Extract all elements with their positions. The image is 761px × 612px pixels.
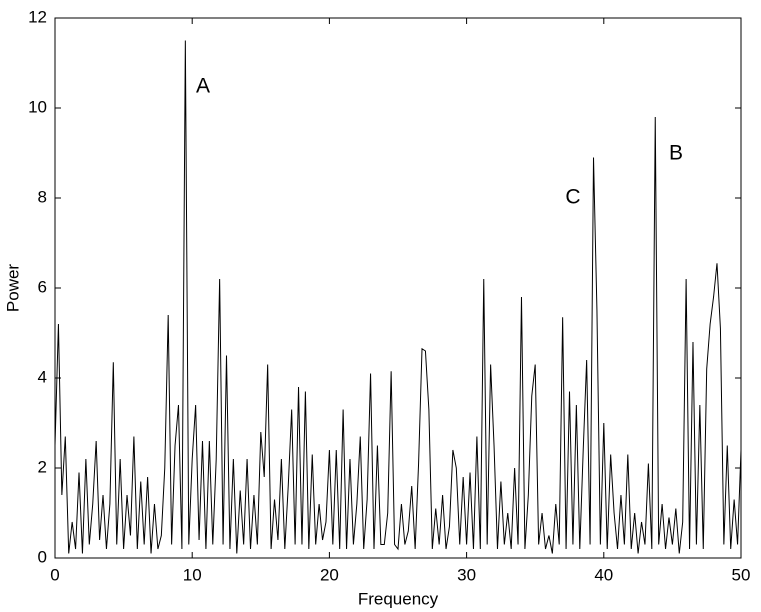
x-tick-label: 10	[183, 565, 202, 584]
peak-annotation: A	[196, 75, 210, 98]
power-line	[54, 40, 742, 554]
y-tick-label: 0	[38, 547, 47, 566]
x-tick-label: 30	[457, 565, 476, 584]
y-tick-label: 12	[28, 7, 47, 26]
peak-annotation: C	[565, 186, 580, 209]
peak-annotation: B	[669, 142, 683, 165]
plot-frame	[54, 17, 742, 559]
y-tick-label: 8	[38, 187, 47, 206]
x-tick-label: 0	[50, 565, 59, 584]
x-tick-label: 50	[732, 565, 751, 584]
x-tick-label: 20	[320, 565, 339, 584]
y-axis-label: Power	[3, 264, 22, 313]
x-axis-label: Frequency	[358, 589, 439, 608]
y-tick-label: 10	[28, 97, 47, 116]
y-tick-label: 4	[38, 367, 47, 386]
y-tick-label: 2	[38, 457, 47, 476]
y-tick-label: 6	[38, 277, 47, 296]
x-tick-label: 40	[594, 565, 613, 584]
